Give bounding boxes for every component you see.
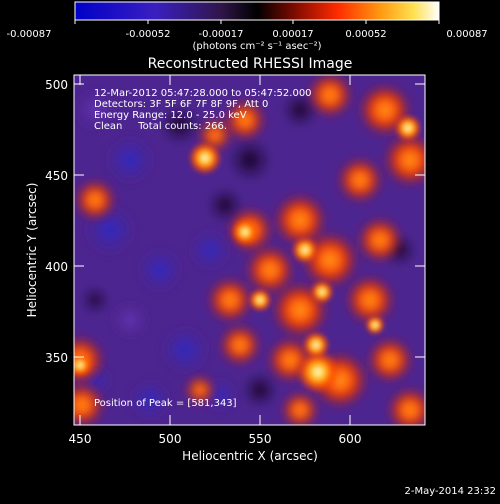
colorbar-units: (photons cm⁻² s⁻¹ asec⁻²) [192,41,321,52]
info-energy-range: Energy Range: 12.0 - 25.0 keV [94,110,247,121]
x-tick-label: 500 [159,432,182,446]
colorbar-tick-label: -0.00087 [7,29,52,40]
x-axis-label: Heliocentric X (arcsec) [182,449,318,463]
colorbar-ticks [74,20,440,24]
colorbar-tick-label: 0.00087 [446,29,487,40]
info-clean-counts: Clean Total counts: 266. [94,121,227,132]
x-tick-labels: 450 500 550 600 [69,432,362,446]
colorbar-tick-label: -0.00017 [199,29,244,40]
colorbar [74,1,440,21]
info-block: 12-Mar-2012 05:47:28.000 to 05:47:52.000… [94,88,312,132]
footer-date: 2-May-2014 23:32 [404,486,496,497]
y-axis-label: Heliocentric Y (arcsec) [25,183,39,318]
x-tick-label: 450 [69,432,92,446]
y-tick-label: 500 [45,78,68,92]
colorbar-tick-label: 0.00017 [272,29,313,40]
x-axis-ticks [79,75,351,425]
colorbar-tick-label: -0.00052 [126,29,171,40]
y-tick-label: 400 [45,260,68,274]
rhessi-image [74,75,425,425]
y-tick-label: 450 [45,169,68,183]
colorbar-tick-label: 0.00052 [345,29,386,40]
y-tick-label: 350 [45,351,68,365]
peak-position-label: Position of Peak = [581,343] [94,398,237,409]
info-detectors: Detectors: 3F 5F 6F 7F 8F 9F, Att 0 [94,99,268,110]
x-tick-label: 550 [249,432,272,446]
plot-frame [73,74,426,426]
y-axis-ticks [74,83,425,358]
x-tick-label: 600 [339,432,362,446]
info-time-range: 12-Mar-2012 05:47:28.000 to 05:47:52.000 [94,88,312,99]
plot-title: Reconstructed RHESSI Image [148,56,353,72]
y-tick-labels: 500 450 400 350 [45,78,68,365]
colorbar-tick-labels: -0.00087 -0.00052 -0.00017 0.00017 0.000… [7,29,488,40]
